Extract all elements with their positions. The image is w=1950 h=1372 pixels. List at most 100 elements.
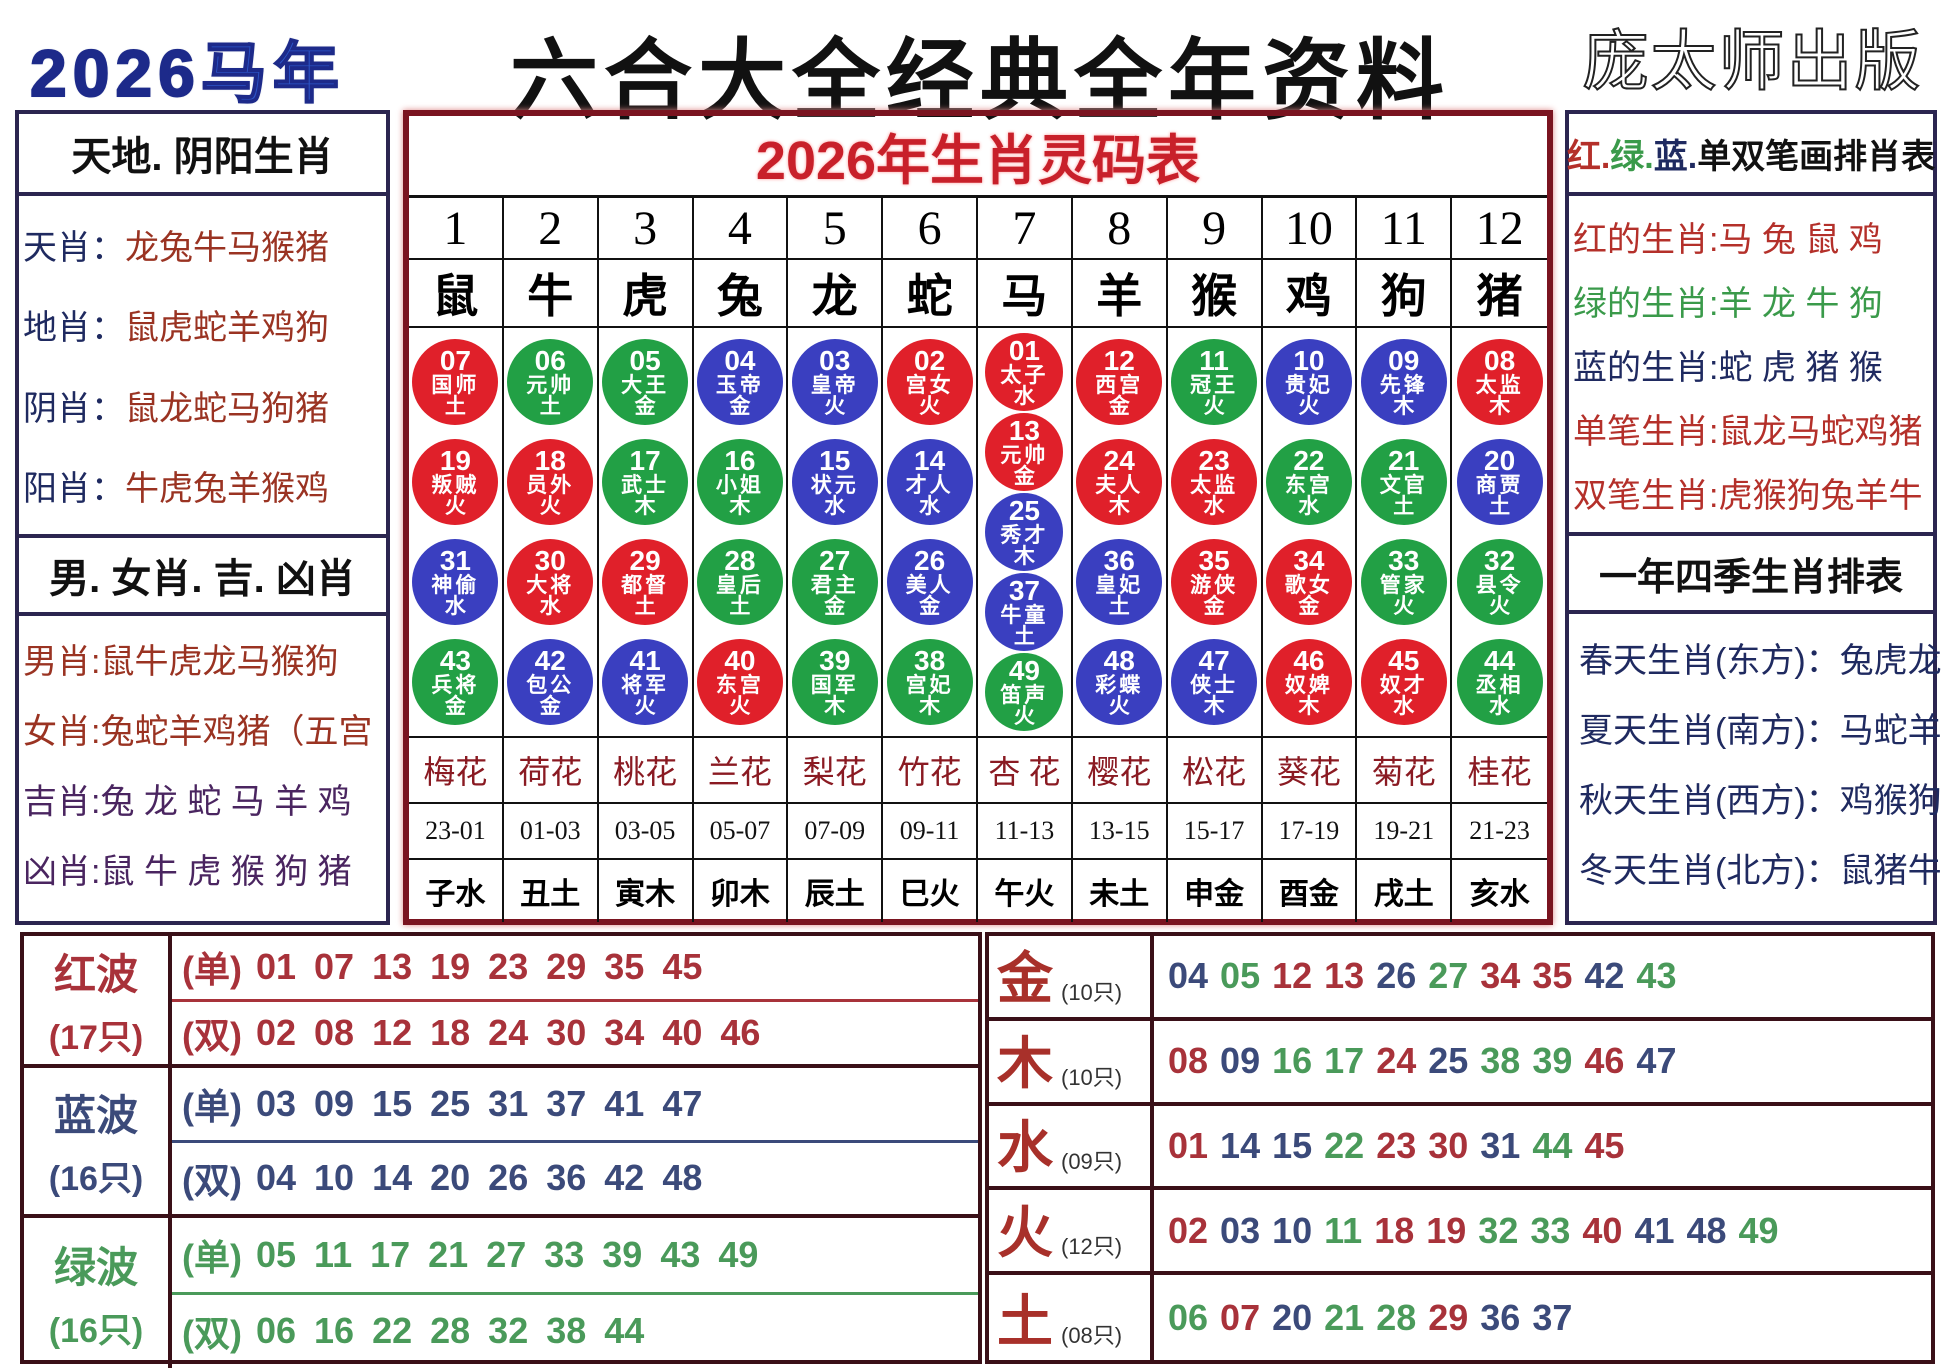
row-value: 兔 龙 蛇 马 羊 鸡 [100, 782, 352, 821]
column-number: 1 [409, 198, 504, 260]
ball-element: 水 [824, 495, 846, 518]
ball-number: 22 [1293, 445, 1325, 476]
time-range: 07-09 [788, 804, 884, 860]
ball-title: 太子 [1000, 364, 1049, 387]
element-name: 木 [997, 1031, 1053, 1095]
element-row: 火 (12只) 02 03 10 11 18 19 32 33 40 41 48 49 [989, 1190, 1931, 1276]
earthly-branch: 寅木 [599, 860, 694, 922]
element-name: 火 [997, 1201, 1053, 1265]
ball-column: 07 国师土 19 叛贼火 31 神偷水 43 兵将金 [409, 328, 504, 738]
ball-title: 国军 [810, 674, 859, 697]
zodiac-name: 鸡 [1262, 260, 1358, 328]
section-title: 红. 绿. 蓝. 单双笔画排肖表 [1567, 114, 1935, 196]
wave-rows: (单) 01 07 13 19 23 29 35 45 (双) 02 08 12 18 24 30 34 40 46 [172, 936, 978, 1064]
title-part: 蓝. [1653, 137, 1698, 176]
element-number: 43 [1636, 955, 1677, 997]
ball-title: 贵妃 [1284, 374, 1333, 397]
earthly-branch: 子水 [409, 860, 504, 922]
element-row: 土 (08只) 06 07 20 21 28 29 36 37 [989, 1275, 1931, 1360]
element-row: 金 (10只) 04 05 12 13 26 27 34 35 42 43 [989, 936, 1931, 1021]
ball-number: 11 [1199, 345, 1229, 376]
ball-element: 木 [1203, 695, 1225, 718]
row-label: 天肖： [23, 228, 125, 267]
season-row: 冬天生肖(北方)： 鼠猪牛 [1579, 843, 1942, 892]
element-count: (08只) [1061, 1322, 1123, 1348]
ball-title: 兵将 [431, 674, 480, 697]
flower-name: 葵花 [1262, 738, 1358, 804]
year-text: 2026 [29, 35, 201, 111]
ball-element: 金 [634, 395, 656, 418]
ball-element: 火 [729, 695, 751, 718]
zodiac-name: 鼠 [409, 260, 504, 328]
ball-element: 木 [1013, 545, 1035, 568]
row-value: 鼠牛虎龙马猴狗 [100, 643, 339, 682]
ball-column: 02 宫女火 14 才人水 26 美人金 38 宫妃木 [883, 328, 978, 738]
number-ball: 10 贵妃火 [1265, 339, 1352, 425]
earthly-branch: 丑土 [504, 860, 599, 922]
ball-number: 45 [1388, 645, 1420, 676]
number-ball: 11 冠王火 [1171, 339, 1258, 425]
number-ball: 25 秀才木 [985, 493, 1064, 571]
ball-title: 宫女 [905, 374, 954, 397]
row-value: 鼠龙蛇马狗猪 [125, 389, 329, 428]
number-ball: 21 文官土 [1360, 439, 1447, 525]
earthly-branch: 辰土 [788, 860, 884, 922]
earthly-branch: 巳火 [883, 860, 978, 922]
wave-number: 10 [314, 1157, 355, 1199]
ball-title: 包公 [526, 674, 575, 697]
time-range: 17-19 [1262, 804, 1358, 860]
number-ball: 30 大将水 [507, 539, 594, 625]
number-ball: 16 小姐木 [696, 439, 783, 525]
ball-title: 太监 [1190, 474, 1239, 497]
zodiac-name: 羊 [1072, 260, 1168, 328]
row-label: 男肖: [23, 643, 101, 682]
number-ball: 15 状元水 [791, 439, 878, 525]
wave-number: 38 [546, 1310, 587, 1352]
ball-number: 33 [1388, 545, 1420, 576]
wave-number: 43 [660, 1233, 701, 1275]
ball-title: 先锋 [1379, 374, 1428, 397]
ball-number: 02 [914, 345, 946, 376]
row-value: 羊 龙 牛 狗 [1718, 284, 1883, 323]
zodiac-name: 马 [978, 260, 1073, 328]
column-number: 9 [1167, 198, 1263, 260]
wave-label: 蓝波 (16只) [24, 1068, 172, 1214]
ball-title: 武士 [621, 474, 670, 497]
ball-column: 03 皇帝火 15 状元水 27 君主金 39 国军木 [788, 328, 884, 738]
row-value: 鸡猴狗 [1839, 782, 1942, 821]
element-number: 03 [1220, 1209, 1261, 1251]
earthly-branch: 酉金 [1263, 860, 1358, 922]
element-count: (10只) [1061, 979, 1123, 1005]
ball-number: 23 [1198, 445, 1230, 476]
ball-element: 水 [444, 595, 466, 618]
earthly-branch: 申金 [1168, 860, 1263, 922]
zodiac-name: 猴 [1167, 260, 1263, 328]
number-ball: 31 神偷水 [412, 539, 499, 625]
element-number: 45 [1584, 1124, 1625, 1166]
flower-name: 兰花 [693, 738, 789, 804]
row-value: 马蛇羊 [1839, 711, 1942, 750]
row-label: 双笔生肖: [1573, 476, 1719, 515]
wave-block: 红波 (17只) (单) 01 07 13 19 23 29 35 45 (双) 02 08 12 18 24 3… [24, 936, 978, 1068]
element-number: 25 [1428, 1040, 1469, 1082]
wave-row-odd: (单) 05 11 17 21 27 33 39 43 49 [172, 1218, 978, 1292]
column-number: 11 [1357, 198, 1453, 260]
element-number: 06 [1168, 1296, 1209, 1338]
ball-number: 31 [439, 545, 471, 576]
element-number: 05 [1220, 955, 1261, 997]
time-range: 03-05 [598, 804, 694, 860]
element-number: 40 [1582, 1209, 1623, 1251]
element-number: 14 [1220, 1124, 1261, 1166]
ball-title: 游侠 [1190, 574, 1239, 597]
ball-title: 君主 [810, 574, 859, 597]
ball-column: 05 大王金 17 武士木 29 都督土 41 将军火 [598, 328, 694, 738]
ball-title: 西宫 [1095, 374, 1144, 397]
ball-title: 管家 [1379, 574, 1428, 597]
time-range: 15-17 [1167, 804, 1263, 860]
ball-title: 员外 [526, 474, 575, 497]
number-ball: 32 县令火 [1456, 539, 1543, 625]
ball-number: 36 [1103, 545, 1135, 576]
wave-number: 08 [314, 1011, 355, 1053]
year-logo: 2026马年 [29, 20, 345, 116]
wave-number: 06 [255, 1310, 297, 1352]
